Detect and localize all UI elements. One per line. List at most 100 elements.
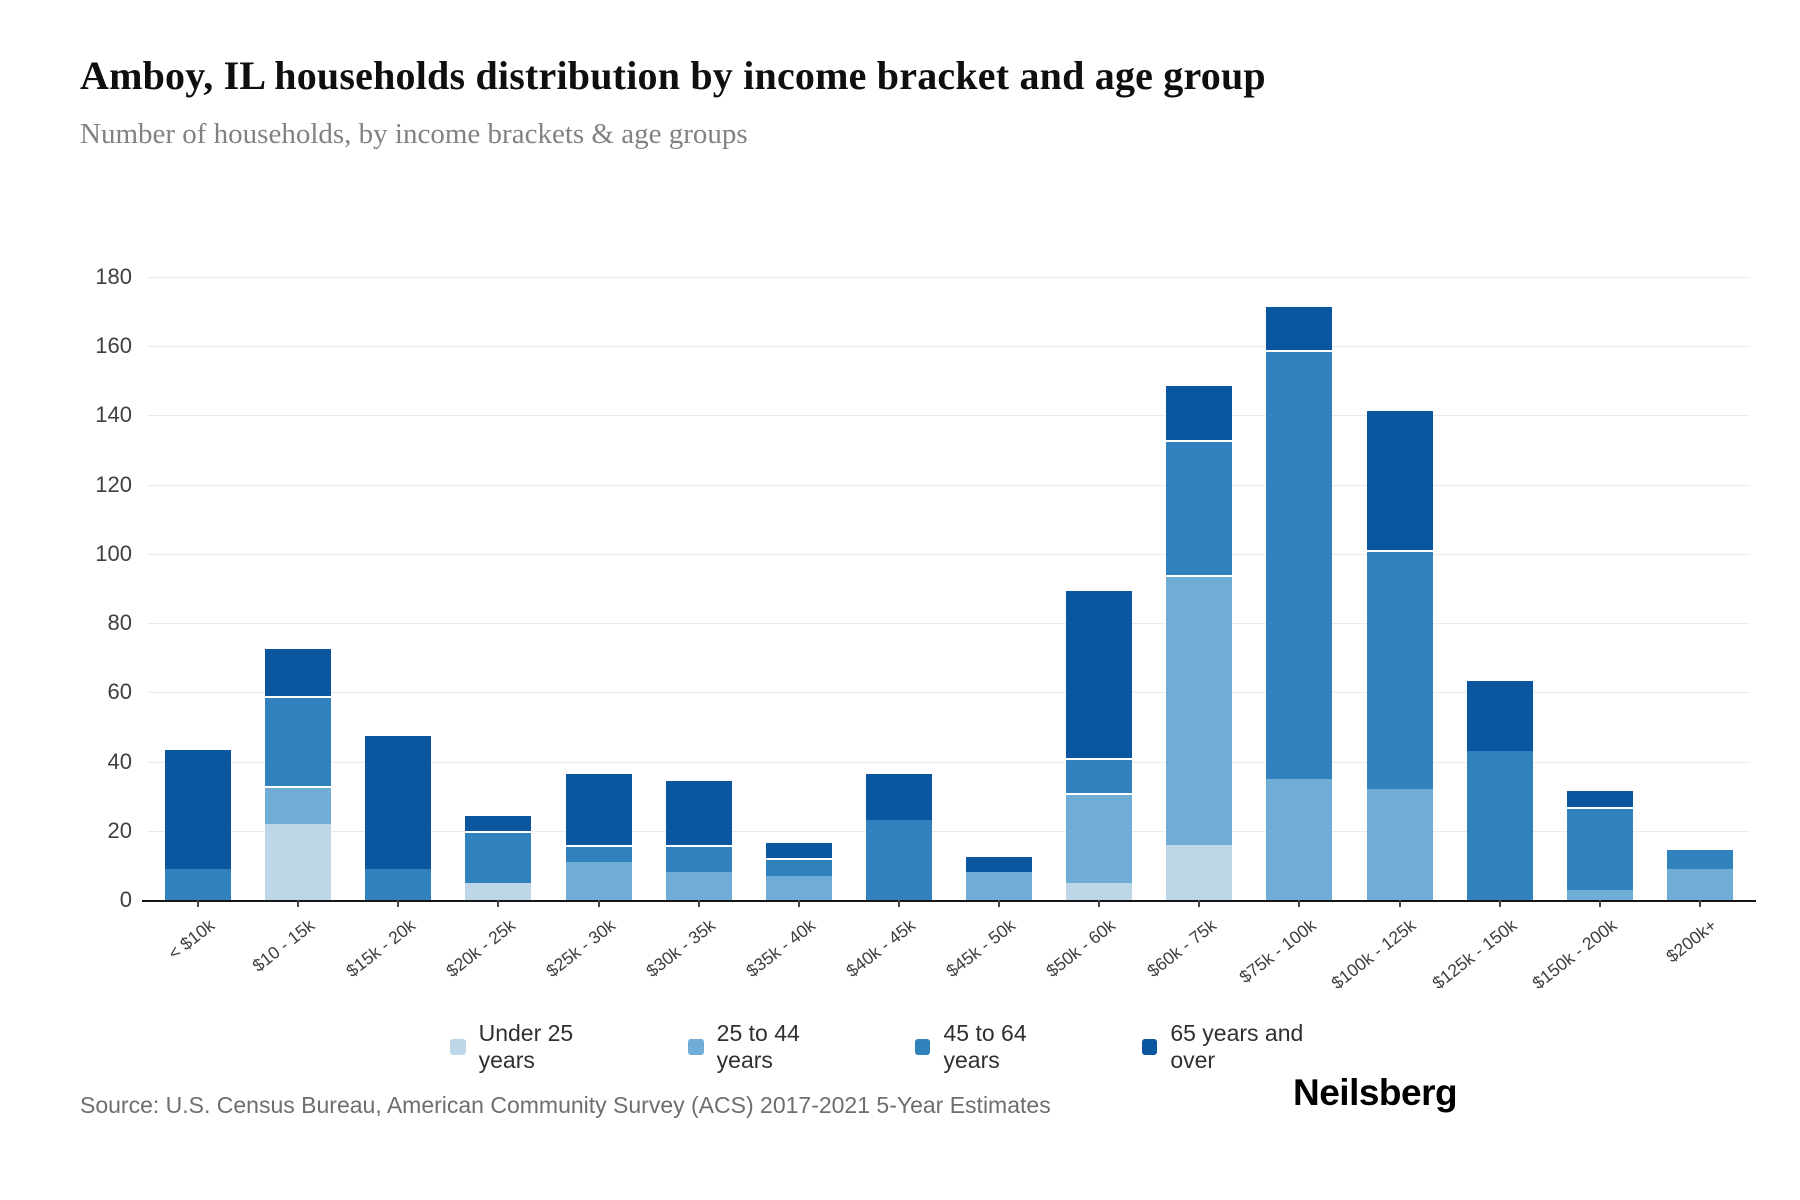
bar-segment-45-to-64-years[interactable] — [165, 868, 232, 900]
x-axis-label: $45k - 50k — [942, 915, 1020, 982]
bar-segment-45-to-64-years[interactable] — [1366, 550, 1433, 790]
y-tick-label: 120 — [95, 471, 132, 497]
x-axis-label: $125k - 150k — [1427, 915, 1521, 994]
bar-50k-60k — [1066, 588, 1133, 900]
bar-30k-35k — [665, 778, 732, 900]
bar-segment-25-to-44-years[interactable] — [265, 785, 332, 824]
legend-label: Under 25 years — [478, 1020, 574, 1073]
bar-segment-65-years-and-over[interactable] — [1066, 588, 1133, 759]
bar-75k-100k — [1266, 304, 1333, 900]
bar-35k-40k — [765, 841, 832, 900]
bar-segment-65-years-and-over[interactable] — [1466, 678, 1533, 752]
bar-segment-45-to-64-years[interactable] — [365, 868, 432, 900]
legend-label: 45 to 64 years — [943, 1020, 1027, 1073]
bar-segment-45-to-64-years[interactable] — [865, 820, 932, 900]
bar-segment-25-to-44-years[interactable] — [1066, 792, 1133, 883]
bar-segment-25-to-44-years[interactable] — [1366, 789, 1433, 900]
bar-segment-45-to-64-years[interactable] — [1166, 439, 1233, 575]
legend-swatch — [914, 1039, 931, 1055]
x-tick-mark — [897, 900, 900, 907]
bar-segment-25-to-44-years[interactable] — [1566, 889, 1633, 900]
bar-segment-45-to-64-years[interactable] — [1566, 806, 1633, 890]
bar-segment-under-25-years[interactable] — [1166, 844, 1233, 900]
gridline — [148, 484, 1750, 486]
y-tick-label: 100 — [95, 540, 132, 566]
bar-segment-25-to-44-years[interactable] — [966, 872, 1033, 900]
bar-segment-25-to-44-years[interactable] — [1166, 574, 1233, 845]
x-axis-label: $20k - 25k — [442, 915, 519, 982]
x-tick-mark — [1198, 900, 1201, 907]
gridline — [148, 553, 1750, 555]
y-tick-label: 140 — [95, 402, 132, 428]
bar-segment-65-years-and-over[interactable] — [865, 771, 932, 821]
x-axis-label: $100k - 125k — [1327, 915, 1420, 994]
source-text: Source: U.S. Census Bureau, American Com… — [80, 1092, 1051, 1118]
x-tick-mark — [297, 900, 300, 907]
bar-segment-45-to-64-years[interactable] — [1266, 349, 1333, 779]
bar-segment-45-to-64-years[interactable] — [1466, 751, 1533, 900]
bar-segment-45-to-64-years[interactable] — [1066, 758, 1133, 793]
x-axis-label: $60k - 75k — [1142, 915, 1220, 982]
bar-segment-25-to-44-years[interactable] — [765, 875, 832, 900]
y-tick-label: 0 — [119, 887, 132, 912]
bar-segment-65-years-and-over[interactable] — [966, 855, 1033, 873]
bar-segment-45-to-64-years[interactable] — [1666, 848, 1733, 869]
gridline — [148, 761, 1750, 763]
legend-item-65-years-and-over[interactable]: 65 years and over — [1141, 1020, 1350, 1074]
bar-segment-under-25-years[interactable] — [1066, 882, 1133, 900]
bar-segment-45-to-64-years[interactable] — [765, 858, 832, 876]
bar-segment-65-years-and-over[interactable] — [165, 747, 232, 869]
bar-segment-65-years-and-over[interactable] — [665, 778, 732, 845]
bar-150k-200k — [1566, 789, 1633, 900]
bar-segment-45-to-64-years[interactable] — [265, 695, 332, 786]
x-tick-mark — [1298, 900, 1301, 907]
gridline — [148, 277, 1750, 278]
y-tick-label: 20 — [107, 817, 132, 843]
bar-100k-125k — [1366, 408, 1433, 900]
x-tick-mark — [497, 900, 500, 907]
brand-logo[interactable]: Neilsberg — [1293, 1072, 1458, 1113]
y-tick-label: 180 — [95, 264, 132, 289]
x-tick-mark — [1098, 900, 1101, 907]
bar-10k — [165, 747, 232, 900]
bar-40k-45k — [865, 771, 932, 900]
x-tick-mark — [1598, 900, 1601, 907]
legend-item-25-to-44-years[interactable]: 25 to 44 years — [688, 1020, 859, 1074]
legend-swatch — [688, 1039, 704, 1055]
bar-segment-25-to-44-years[interactable] — [1666, 868, 1733, 900]
bar-segment-65-years-and-over[interactable] — [1166, 384, 1233, 440]
bar-segment-45-to-64-years[interactable] — [565, 844, 632, 862]
bar-segment-65-years-and-over[interactable] — [1566, 789, 1633, 807]
bar-segment-25-to-44-years[interactable] — [565, 861, 632, 900]
x-axis-label: $15k - 20k — [341, 915, 419, 982]
bar-segment-65-years-and-over[interactable] — [565, 771, 632, 845]
bar-15k-20k — [365, 733, 432, 900]
bar-200k+ — [1666, 848, 1733, 900]
bar-45k-50k — [966, 855, 1033, 900]
gridline — [148, 830, 1750, 832]
x-axis-line — [142, 900, 1756, 902]
bar-segment-65-years-and-over[interactable] — [1366, 408, 1433, 551]
legend-item-under-25-years[interactable]: Under 25 years — [450, 1020, 632, 1074]
bar-segment-65-years-and-over[interactable] — [465, 813, 532, 831]
bar-segment-25-to-44-years[interactable] — [665, 872, 732, 900]
bar-segment-65-years-and-over[interactable] — [1266, 304, 1333, 350]
legend-swatch — [1141, 1039, 1158, 1055]
x-tick-mark — [998, 900, 1001, 907]
bar-segment-65-years-and-over[interactable] — [265, 647, 332, 696]
legend-item-45-to-64-years[interactable]: 45 to 64 years — [914, 1020, 1086, 1074]
x-axis-label: $50k - 60k — [1042, 915, 1120, 982]
gridline — [148, 346, 1750, 348]
bar-segment-45-to-64-years[interactable] — [665, 844, 732, 873]
y-tick-label: 80 — [107, 610, 132, 636]
bar-segment-65-years-and-over[interactable] — [765, 841, 832, 859]
bar-segment-45-to-64-years[interactable] — [465, 830, 532, 883]
bar-segment-under-25-years[interactable] — [465, 882, 532, 900]
bar-segment-65-years-and-over[interactable] — [365, 733, 432, 869]
bar-segment-under-25-years[interactable] — [265, 823, 332, 900]
x-tick-mark — [1498, 900, 1501, 907]
bar-10-15k — [265, 647, 332, 900]
bar-segment-25-to-44-years[interactable] — [1266, 778, 1333, 900]
x-axis-label: $30k - 35k — [642, 915, 720, 982]
